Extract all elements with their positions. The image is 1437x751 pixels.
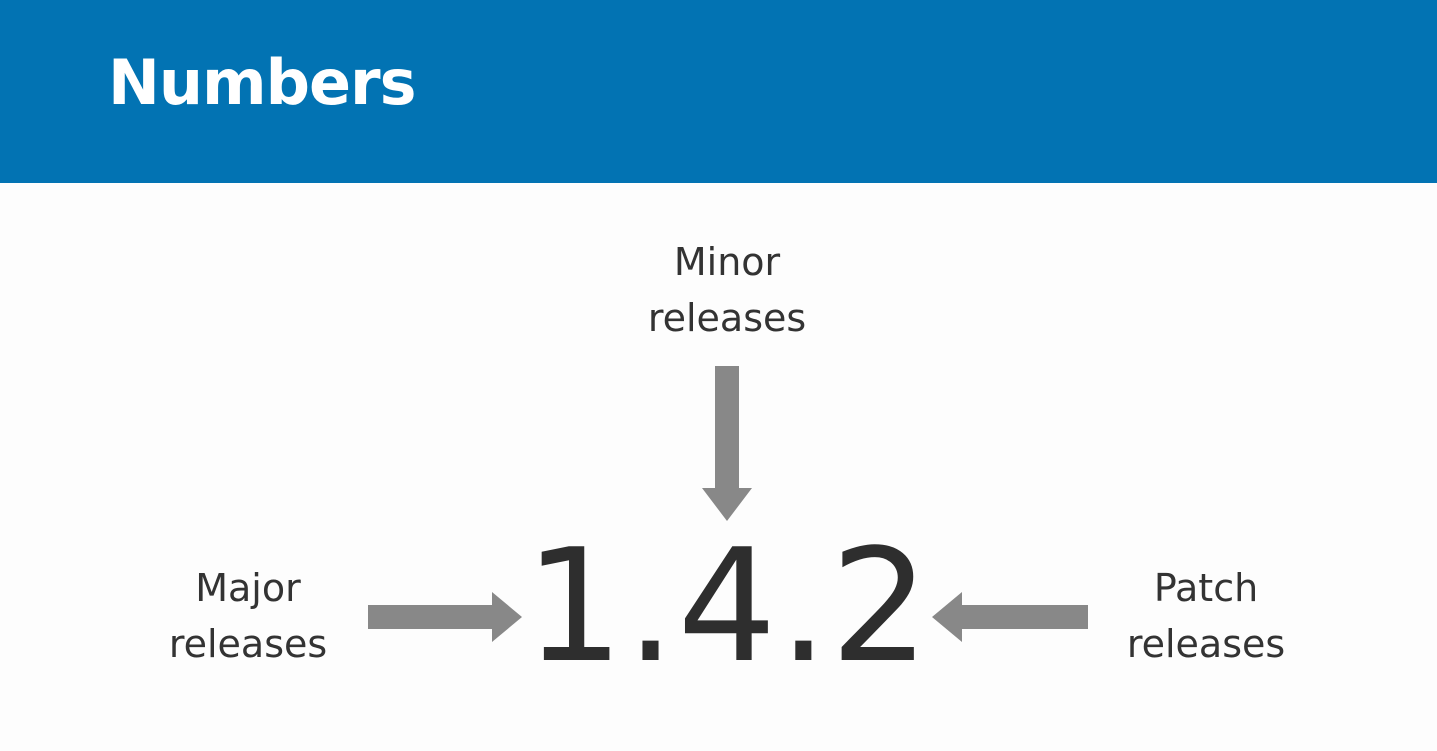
patch-label-line2: releases [1056, 616, 1356, 672]
minor-label-line2: releases [577, 290, 877, 346]
version-number: 1.4.2 [480, 528, 976, 684]
major-label-line1: Major [98, 560, 398, 616]
major-releases-label: Major releases [98, 560, 398, 672]
slide-title: Numbers [108, 52, 416, 114]
patch-label-line1: Patch [1056, 560, 1356, 616]
minor-arrow-icon [702, 366, 752, 521]
major-label-line2: releases [98, 616, 398, 672]
header-bar: Numbers [0, 0, 1437, 183]
minor-releases-label: Minor releases [577, 234, 877, 346]
minor-label-line1: Minor [577, 234, 877, 290]
patch-releases-label: Patch releases [1056, 560, 1356, 672]
